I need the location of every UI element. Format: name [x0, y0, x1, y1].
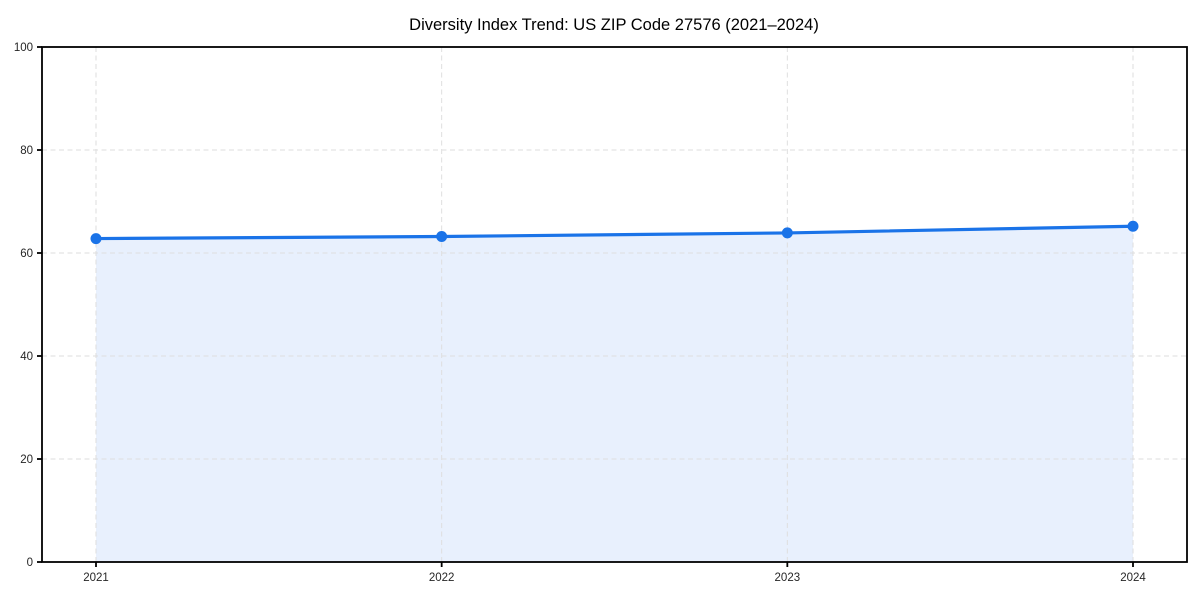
- plot-border: [41, 46, 1188, 563]
- x-tick-label: 2023: [775, 572, 801, 584]
- y-tick-label: 40: [20, 351, 33, 363]
- trend-line: [94, 224, 1135, 241]
- x-tick-label: 2021: [83, 572, 109, 584]
- x-tick-label: 2024: [1120, 572, 1146, 584]
- series-layer: [90, 220, 1139, 245]
- axis-layer: [37, 46, 1188, 567]
- data-point-2023: [781, 227, 793, 239]
- y-tick-label: 20: [20, 454, 33, 466]
- y-tick-label: 0: [27, 557, 33, 569]
- data-point-2024: [1127, 220, 1139, 232]
- x-tick-label: 2022: [429, 572, 455, 584]
- y-tick-label: 100: [14, 42, 33, 54]
- tick-label-layer: 0 20 40 60 80 100 2021 2022 2023 2024: [14, 42, 1147, 584]
- chart-title: Diversity Index Trend: US ZIP Code 27576…: [409, 16, 819, 34]
- data-point-2022: [436, 231, 448, 243]
- area-fill: [96, 226, 1133, 562]
- data-point-2021: [90, 233, 102, 245]
- area-fill-layer: [96, 226, 1133, 562]
- y-tick-label: 60: [20, 248, 33, 260]
- y-tick-label: 80: [20, 145, 33, 157]
